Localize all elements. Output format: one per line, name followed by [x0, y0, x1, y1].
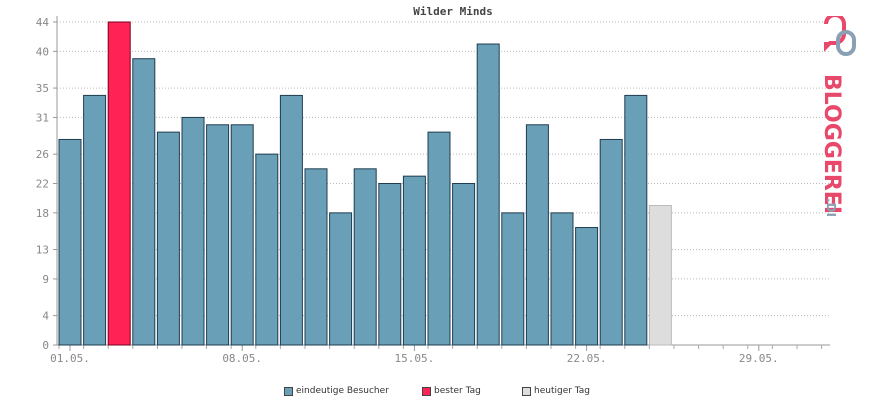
bar-visitors: [58, 138, 82, 346]
bar-visitors: [132, 58, 156, 346]
bar-visitors: [83, 94, 107, 346]
x-tick-label: 29.05.: [739, 352, 779, 365]
legend-swatch-best-day: [422, 386, 431, 396]
bar-visitors: [181, 116, 205, 346]
bar-visitors: [427, 131, 451, 346]
y-tick-label: 13: [36, 244, 49, 257]
logo-suffix: .DE: [824, 198, 838, 216]
legend-item-today: heutiger Tag: [522, 386, 590, 396]
bar-visitors: [599, 138, 623, 346]
legend-item-best-day: bester Tag: [422, 386, 481, 396]
y-tick-label: 22: [36, 178, 49, 191]
x-tick-label: 22.05.: [567, 352, 607, 365]
y-tick-label: 0: [42, 339, 49, 352]
y-tick-label: 44: [36, 16, 50, 29]
bar-visitors: [156, 131, 180, 346]
visitor-bar-chart: 0 4 9 13 18 22 26 31 35 40 44 01.05. 08.05. 15.05. 22.…: [36, 16, 830, 365]
bar-visitors: [402, 175, 426, 346]
bar-visitors: [575, 227, 599, 346]
legend-label-visitors: eindeutige Besucher: [296, 386, 389, 396]
bar-visitors: [206, 124, 230, 346]
bar-visitors: [452, 183, 476, 346]
y-tick-label: 26: [36, 148, 49, 161]
chart-title: Wilder Minds: [413, 5, 493, 18]
chart-legend: eindeutige Besucher bester Tag heutiger …: [0, 386, 870, 400]
y-tick-label: 40: [36, 45, 49, 58]
bar-visitors: [279, 94, 303, 346]
bar-visitors: [525, 124, 549, 346]
bar-visitors: [255, 153, 279, 346]
logo-wordmark: BLOGGEREI: [819, 74, 844, 214]
legend-label-today: heutiger Tag: [534, 386, 591, 396]
y-tick-label: 18: [36, 207, 49, 220]
legend-label-best-day: bester Tag: [434, 386, 481, 396]
legend-swatch-visitors: [284, 386, 293, 396]
bar-visitors: [476, 43, 500, 346]
bar-visitors: [230, 124, 254, 346]
bar-best-day: [107, 21, 131, 346]
bloggerei-logo-icon: [824, 16, 856, 56]
bar-today: [648, 205, 672, 346]
x-tick-label: 08.05.: [222, 352, 262, 365]
bar-visitors: [353, 168, 377, 346]
y-tick-label: 9: [42, 273, 49, 286]
y-tick-label: 4: [42, 310, 49, 323]
bar-visitors: [329, 212, 353, 346]
x-tick-label: 15.05.: [395, 352, 435, 365]
legend-swatch-today: [522, 386, 531, 396]
bar-visitors: [304, 168, 328, 346]
bar-visitors: [378, 183, 402, 346]
y-tick-label: 31: [36, 111, 49, 124]
bar-visitors: [550, 212, 574, 346]
bar-visitors: [501, 212, 525, 346]
x-tick-label: 01.05.: [50, 352, 90, 365]
bloggerei-logo-wordmark: BLOGGEREI .DE: [819, 74, 844, 216]
y-tick-label: 35: [36, 82, 49, 95]
bar-visitors: [624, 94, 648, 346]
bloggerei-logo: BLOGGEREI .DE: [819, 16, 856, 216]
legend-item-visitors: eindeutige Besucher: [284, 386, 389, 396]
